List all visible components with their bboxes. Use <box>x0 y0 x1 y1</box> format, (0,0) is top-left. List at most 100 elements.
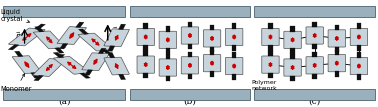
Bar <box>3 6 125 17</box>
Text: (a): (a) <box>58 97 71 106</box>
Bar <box>357 74 361 80</box>
FancyBboxPatch shape <box>159 31 177 48</box>
Bar <box>188 52 192 57</box>
Bar <box>290 76 295 81</box>
FancyBboxPatch shape <box>181 57 199 74</box>
Bar <box>76 22 84 27</box>
Text: $\vec{n}$: $\vec{n}$ <box>15 30 22 42</box>
FancyBboxPatch shape <box>78 33 113 51</box>
Bar <box>268 45 273 51</box>
Bar <box>118 24 125 30</box>
Bar <box>31 73 39 78</box>
Bar <box>188 22 192 27</box>
Bar <box>312 74 317 79</box>
Bar <box>166 76 170 81</box>
Bar <box>188 74 192 79</box>
Bar <box>53 52 64 58</box>
FancyBboxPatch shape <box>350 28 367 46</box>
Bar <box>35 24 45 29</box>
Bar <box>210 47 214 52</box>
Bar <box>232 74 237 80</box>
Bar <box>80 73 90 78</box>
Bar <box>143 73 148 78</box>
Bar <box>130 89 250 100</box>
Bar <box>335 71 339 77</box>
FancyBboxPatch shape <box>57 27 87 44</box>
Bar <box>102 50 113 55</box>
Bar <box>312 22 317 27</box>
Text: Monomer: Monomer <box>0 74 32 92</box>
Bar <box>335 50 339 55</box>
FancyBboxPatch shape <box>104 57 129 75</box>
Bar <box>3 89 125 100</box>
Bar <box>357 45 361 51</box>
Bar <box>232 52 237 58</box>
Bar <box>290 48 295 54</box>
Bar <box>85 70 93 75</box>
Bar <box>143 23 148 29</box>
Text: (c): (c) <box>308 97 321 106</box>
Bar <box>210 50 214 55</box>
Bar <box>78 29 88 34</box>
Bar <box>188 44 192 49</box>
Bar <box>210 71 214 77</box>
Bar <box>210 25 214 30</box>
FancyBboxPatch shape <box>137 56 154 73</box>
FancyBboxPatch shape <box>203 55 221 72</box>
FancyBboxPatch shape <box>306 27 324 44</box>
FancyBboxPatch shape <box>33 59 66 76</box>
FancyBboxPatch shape <box>203 30 221 47</box>
FancyBboxPatch shape <box>159 59 177 76</box>
Bar <box>335 47 339 52</box>
FancyBboxPatch shape <box>33 31 65 49</box>
Bar <box>254 89 375 100</box>
Bar <box>232 23 237 29</box>
Bar <box>268 51 273 56</box>
Bar <box>254 6 375 17</box>
Bar <box>143 51 148 56</box>
Text: (b): (b) <box>183 97 197 106</box>
Bar <box>15 51 23 57</box>
FancyBboxPatch shape <box>328 55 345 72</box>
Bar <box>290 54 295 59</box>
Text: $\vec{E}$: $\vec{E}$ <box>112 25 119 39</box>
Bar <box>312 52 317 57</box>
FancyBboxPatch shape <box>350 57 367 75</box>
Bar <box>34 75 43 81</box>
Bar <box>35 27 44 32</box>
Bar <box>312 44 317 49</box>
Bar <box>130 6 250 17</box>
FancyBboxPatch shape <box>82 53 109 71</box>
FancyBboxPatch shape <box>306 57 324 74</box>
Bar <box>290 26 295 32</box>
Bar <box>108 46 115 51</box>
FancyBboxPatch shape <box>262 56 279 73</box>
Bar <box>8 45 19 50</box>
FancyBboxPatch shape <box>181 27 199 44</box>
FancyBboxPatch shape <box>225 57 243 75</box>
FancyBboxPatch shape <box>262 28 279 46</box>
FancyBboxPatch shape <box>104 29 129 47</box>
FancyBboxPatch shape <box>225 28 243 46</box>
Bar <box>268 23 273 29</box>
FancyBboxPatch shape <box>137 28 154 46</box>
Bar <box>357 23 361 29</box>
Bar <box>335 25 339 30</box>
FancyBboxPatch shape <box>284 31 301 48</box>
Bar <box>232 45 237 51</box>
Bar <box>98 48 106 54</box>
FancyBboxPatch shape <box>53 56 90 74</box>
Bar <box>59 43 68 49</box>
Text: Liquid
crystal: Liquid crystal <box>0 9 29 22</box>
Bar <box>118 74 125 80</box>
Bar <box>166 54 170 59</box>
Text: Polymer
network: Polymer network <box>251 80 277 91</box>
FancyBboxPatch shape <box>284 59 301 76</box>
FancyBboxPatch shape <box>12 56 42 74</box>
Bar <box>268 73 273 78</box>
Bar <box>143 45 148 51</box>
Bar <box>166 26 170 32</box>
Bar <box>108 52 115 58</box>
FancyBboxPatch shape <box>9 28 45 46</box>
Bar <box>55 54 65 60</box>
